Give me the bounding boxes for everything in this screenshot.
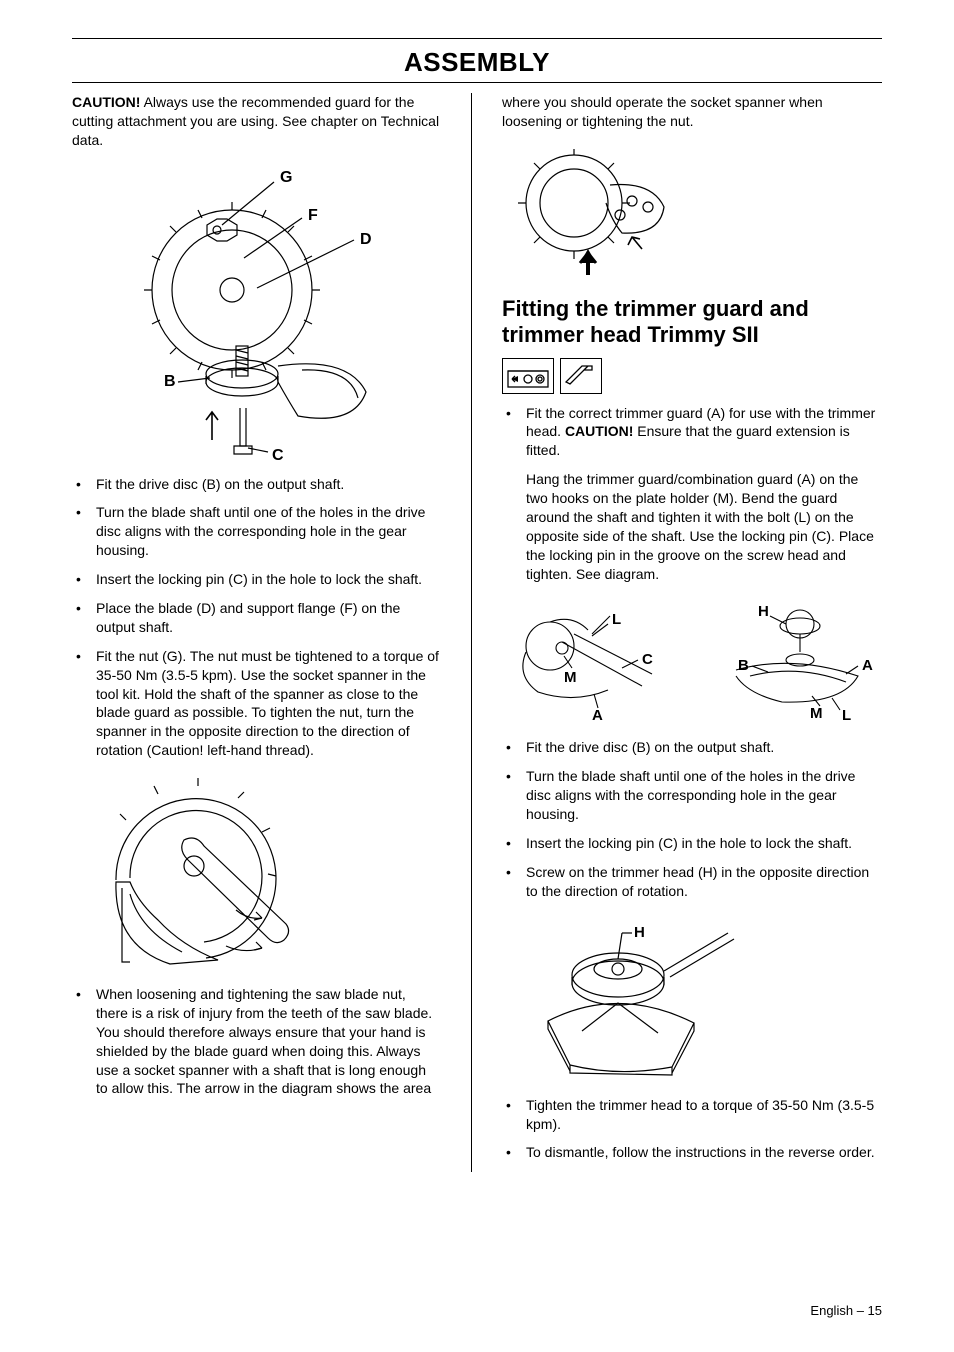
label-D: D (360, 231, 372, 248)
blade-assembly-svg: G F D B C (102, 160, 412, 460)
footer-lang: English (810, 1303, 853, 1318)
label-M: M (564, 669, 577, 686)
continuation-paragraph: where you should operate the socket span… (502, 93, 882, 131)
list-item: Tighten the trimmer head to a torque of … (502, 1096, 882, 1134)
label-M2: M (810, 705, 823, 722)
label-A2: A (862, 657, 873, 674)
label-F: F (308, 207, 318, 224)
rule-top (72, 38, 882, 39)
figure-spanner-area (502, 141, 882, 286)
caution-inline: CAUTION! (565, 423, 633, 439)
figure-blade-assembly: G F D B C (72, 160, 441, 465)
spanner-area-svg (502, 141, 702, 281)
list-item: Fit the nut (G). The nut must be tighten… (72, 647, 441, 760)
list-item: When loosening and tightening the saw bl… (72, 985, 441, 1098)
column-divider (471, 93, 472, 1172)
label-C: C (642, 651, 653, 668)
list-item: Screw on the trimmer head (H) in the opp… (502, 863, 882, 901)
label-G: G (280, 169, 292, 186)
right-bullet-list-3: Tighten the trimmer head to a torque of … (502, 1096, 882, 1163)
label-B2: B (738, 657, 749, 674)
footer-page: 15 (868, 1303, 882, 1318)
list-item: Insert the locking pin (C) in the hole t… (72, 570, 441, 589)
rule-under-title (72, 82, 882, 83)
label-B: B (164, 373, 176, 390)
two-column-layout: CAUTION! Always use the recommended guar… (72, 93, 882, 1172)
list-item: Fit the drive disc (B) on the output sha… (502, 738, 882, 757)
label-H2: H (634, 924, 645, 941)
right-bullet-list-2: Fit the drive disc (B) on the output sha… (502, 738, 882, 900)
column-left: CAUTION! Always use the recommended guar… (72, 93, 441, 1172)
right-bullet-list-1: Fit the correct trimmer guard (A) for us… (502, 404, 882, 584)
list-item: Fit the drive disc (B) on the output sha… (72, 475, 441, 494)
caution-paragraph: CAUTION! Always use the recommended guar… (72, 93, 441, 150)
left-bullet-list-1: Fit the drive disc (B) on the output sha… (72, 475, 441, 761)
page-footer: English – 15 (810, 1303, 882, 1318)
list-item: To dismantle, follow the instructions in… (502, 1143, 882, 1162)
list-item: Turn the blade shaft until one of the ho… (72, 503, 441, 560)
trimmer-head-svg: H (522, 911, 752, 1081)
column-right: where you should operate the socket span… (502, 93, 882, 1172)
list-item: Turn the blade shaft until one of the ho… (502, 767, 882, 824)
figure-trimmer-head: H (502, 911, 882, 1086)
label-L: L (612, 611, 621, 628)
spanner-svg (86, 770, 316, 970)
footer-dash: – (857, 1303, 868, 1318)
section-heading: Fitting the trimmer guard and trimmer he… (502, 296, 882, 348)
page-title: ASSEMBLY (72, 41, 882, 82)
label-C: C (272, 447, 284, 460)
label-L2: L (842, 707, 851, 724)
figure-guard-mount: L M C A H B A M L (502, 594, 882, 729)
guard-mount-svg: L M C A H B A M L (502, 594, 882, 724)
label-A: A (592, 707, 603, 724)
paragraph: Hang the trimmer guard/combination guard… (526, 470, 882, 583)
icon-manual (502, 358, 554, 394)
list-item: Insert the locking pin (C) in the hole t… (502, 834, 882, 853)
list-item: Place the blade (D) and support flange (… (72, 599, 441, 637)
list-item: Fit the correct trimmer guard (A) for us… (502, 404, 882, 584)
label-H: H (758, 603, 769, 620)
icon-row (502, 358, 882, 394)
left-bullet-list-2: When loosening and tightening the saw bl… (72, 985, 441, 1098)
icon-hex-key (560, 358, 602, 394)
figure-spanner (72, 770, 441, 975)
